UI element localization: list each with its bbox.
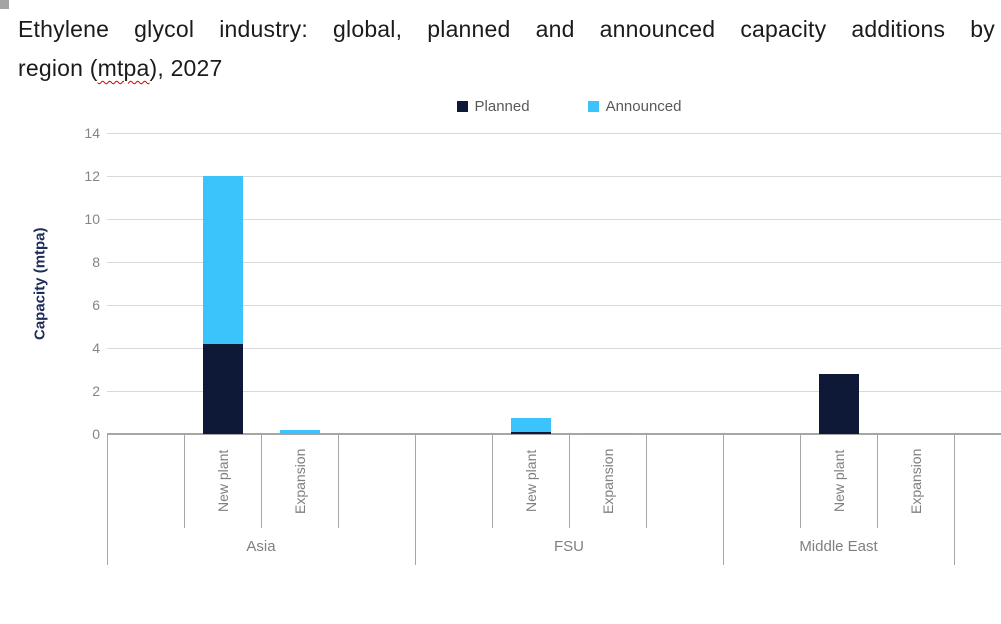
group-separator-line xyxy=(954,434,955,565)
title-line2-prefix: region ( xyxy=(18,55,98,81)
title-line2-suffix: ), 2027 xyxy=(149,55,223,81)
group-label: Middle East xyxy=(799,538,878,555)
planned-swatch-icon xyxy=(456,100,468,112)
group-label: Asia xyxy=(246,538,276,555)
category-separator-line xyxy=(492,434,493,528)
slide-corner-handle xyxy=(0,0,9,9)
chart-title: Ethylene glycol industry: global, planne… xyxy=(18,10,995,88)
legend-item-announced: Announced xyxy=(587,97,682,115)
bar-segment-announced xyxy=(511,418,551,432)
y-tick-label: 0 xyxy=(92,426,100,442)
category-label: Expansion xyxy=(292,448,308,514)
y-tick-label: 2 xyxy=(92,383,100,399)
y-tick-label: 12 xyxy=(84,168,100,184)
category-separator-line xyxy=(338,434,339,528)
bar-segment-announced xyxy=(588,433,628,434)
bar-segment-planned xyxy=(203,344,243,434)
y-tick-label: 14 xyxy=(84,125,100,141)
legend-label-planned: Planned xyxy=(474,97,530,115)
legend-label-announced: Announced xyxy=(605,97,682,115)
gridline xyxy=(107,219,1001,220)
category-separator-line xyxy=(800,434,801,528)
y-axis-title: Capacity (mtpa) xyxy=(31,227,49,340)
legend-item-planned: Planned xyxy=(456,97,530,115)
gridline xyxy=(107,348,1001,349)
category-separator-line xyxy=(569,434,570,528)
category-separator-line xyxy=(261,434,262,528)
group-separator-line xyxy=(107,434,108,565)
chart-title-line2: region (mtpa), 2027 xyxy=(18,49,995,88)
bar-segment-planned xyxy=(511,432,551,434)
y-tick-label: 4 xyxy=(92,340,100,356)
category-label: New plant xyxy=(215,449,231,513)
gridline xyxy=(107,133,1001,134)
chart-title-line1: Ethylene glycol industry: global, planne… xyxy=(18,16,995,42)
title-spellcheck-word: mtpa xyxy=(97,55,150,81)
group-label: FSU xyxy=(554,538,584,555)
category-separator-line xyxy=(646,434,647,528)
y-tick-label: 10 xyxy=(84,211,100,227)
bar-segment-announced xyxy=(203,176,243,344)
category-label: Expansion xyxy=(908,448,924,514)
bar-segment-announced xyxy=(280,430,320,434)
category-separator-line xyxy=(877,434,878,528)
y-tick-label: 8 xyxy=(92,254,100,270)
gridline xyxy=(107,391,1001,392)
category-label: New plant xyxy=(831,449,847,513)
category-separator-line xyxy=(184,434,185,528)
category-label: Expansion xyxy=(600,448,616,514)
y-tick-label: 6 xyxy=(92,297,100,313)
x-axis-line xyxy=(107,433,1001,435)
bar-segment-planned xyxy=(819,374,859,434)
gridline xyxy=(107,262,1001,263)
chart-legend: Planned Announced xyxy=(107,96,1001,116)
category-label: New plant xyxy=(523,449,539,513)
group-separator-line xyxy=(415,434,416,565)
group-separator-line xyxy=(723,434,724,565)
gridline xyxy=(107,305,1001,306)
announced-swatch-icon xyxy=(587,100,599,112)
gridline xyxy=(107,176,1001,177)
